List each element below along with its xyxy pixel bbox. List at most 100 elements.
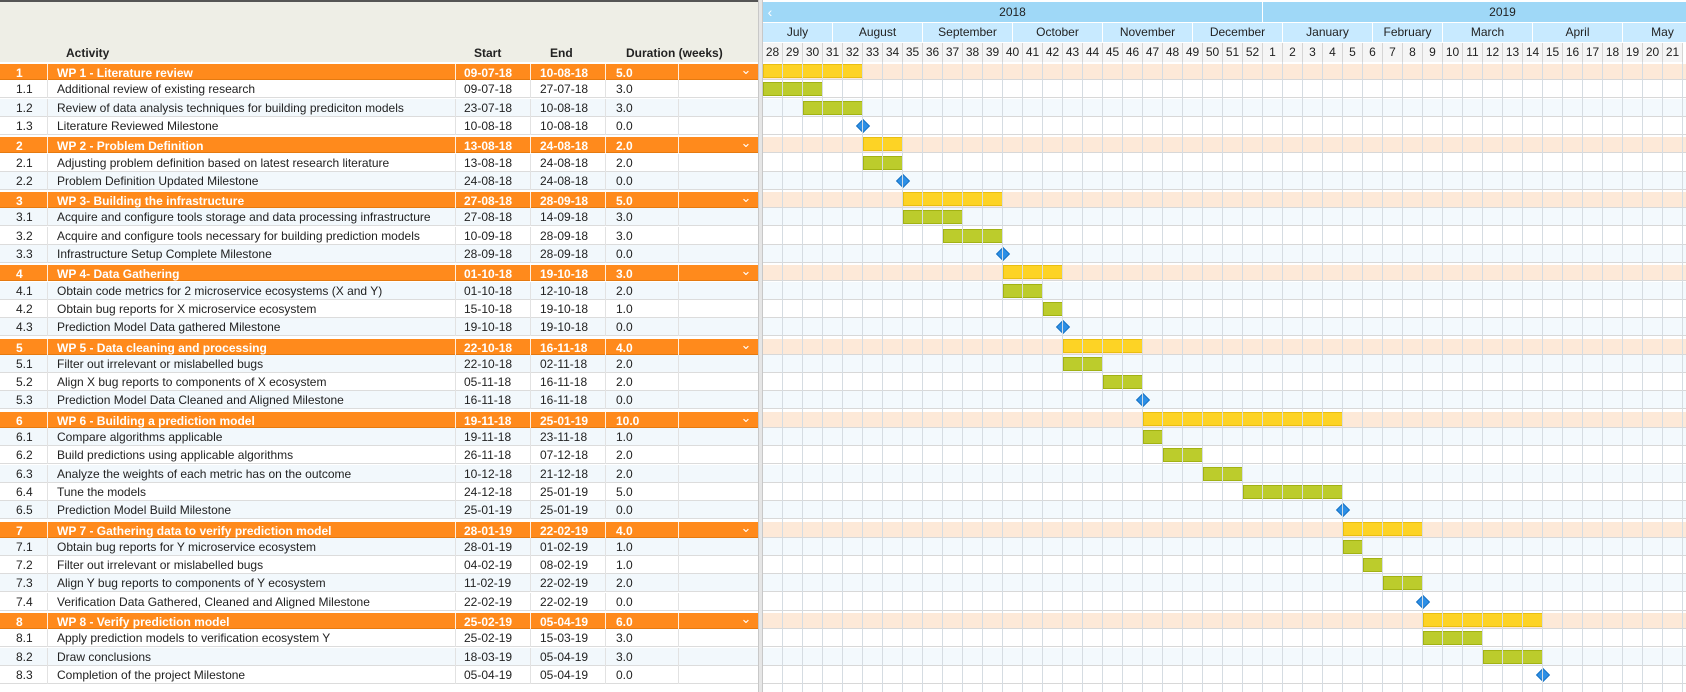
- task-row[interactable]: 5.1 Filter out irrelevant or mislabelled …: [0, 354, 758, 373]
- task-bar[interactable]: [1103, 375, 1143, 390]
- task-row[interactable]: 7.4 Verification Data Gathered, Cleaned a…: [0, 592, 758, 611]
- start-date-cell: 25-01-19: [464, 503, 513, 518]
- task-row[interactable]: 6.5 Prediction Model Build Milestone 25-01…: [0, 501, 758, 520]
- column-divider: [47, 592, 48, 611]
- column-divider: [605, 98, 606, 117]
- task-bar[interactable]: [1143, 430, 1163, 444]
- task-row[interactable]: 6.4 Tune the models 24-12-18 25-01-19 5.0: [0, 482, 758, 501]
- task-bar[interactable]: [863, 155, 903, 170]
- task-row[interactable]: 3.2 Acquire and configure tools necessary…: [0, 226, 758, 245]
- task-bar[interactable]: [1043, 301, 1063, 316]
- task-row[interactable]: 7.3 Align Y bug reports to components of …: [0, 574, 758, 593]
- pane-splitter[interactable]: [758, 0, 763, 692]
- task-row[interactable]: 1.2 Review of data analysis techniques fo…: [0, 98, 758, 117]
- duration-cell: 5.0: [616, 194, 633, 209]
- chevron-down-icon[interactable]: ⌄: [740, 62, 752, 77]
- work-package-row[interactable]: 2 WP 2 - Problem Definition 13-08-18 24-08-…: [0, 135, 758, 156]
- column-divider: [455, 338, 456, 357]
- task-bar[interactable]: [1203, 466, 1243, 481]
- work-package-row[interactable]: 1 WP 1 - Literature review 09-07-18 10-08-1…: [0, 62, 758, 82]
- work-package-row[interactable]: 3 WP 3- Building the infrastructure 27-08-…: [0, 190, 758, 211]
- end-date-cell: 21-12-18: [540, 466, 589, 481]
- task-bar[interactable]: [1383, 576, 1423, 591]
- work-package-bar[interactable]: [1003, 265, 1063, 280]
- task-row[interactable]: 5.3 Prediction Model Data Cleaned and Ali…: [0, 391, 758, 410]
- duration-cell: 6.0: [616, 615, 633, 629]
- task-bar[interactable]: [903, 210, 963, 225]
- week-gridline: [1222, 62, 1223, 692]
- task-row[interactable]: 8.1 Apply prediction models to verificati…: [0, 629, 758, 648]
- column-divider: [47, 665, 48, 684]
- task-row[interactable]: 1.1 Additional review of existing researc…: [0, 80, 758, 99]
- task-bar[interactable]: [1483, 649, 1543, 664]
- task-row[interactable]: 6.1 Compare algorithms applicable 19-11-18…: [0, 428, 758, 446]
- chevron-down-icon[interactable]: ⌄: [740, 336, 752, 352]
- work-package-bar[interactable]: [903, 192, 1003, 207]
- column-divider: [455, 98, 456, 117]
- work-package-row[interactable]: 5 WP 5 - Data cleaning and processing 22-1…: [0, 336, 758, 357]
- task-bar[interactable]: [803, 100, 863, 115]
- work-package-row[interactable]: 8 WP 8 - Verify prediction model 25-02-19 0…: [0, 611, 758, 631]
- timeline-row: [763, 593, 1686, 611]
- task-row[interactable]: 7.2 Filter out irrelevant or mislabelled …: [0, 556, 758, 575]
- task-bar[interactable]: [1423, 631, 1483, 646]
- end-date-cell: 07-12-18: [540, 448, 589, 463]
- task-row[interactable]: 4.1 Obtain code metrics for 2 microservic…: [0, 281, 758, 300]
- task-row[interactable]: 6.3 Analyze the weights of each metric ha…: [0, 464, 758, 483]
- task-row[interactable]: 8.3 Completion of the project Milestone 05…: [0, 665, 758, 684]
- task-bar[interactable]: [943, 228, 1003, 243]
- task-row[interactable]: 7.1 Obtain bug reports for Y microservice…: [0, 537, 758, 556]
- week-gridline: [1402, 62, 1403, 692]
- end-column-header[interactable]: End: [550, 46, 573, 60]
- work-package-bar[interactable]: [1063, 338, 1143, 353]
- work-package-bar[interactable]: [763, 64, 863, 78]
- week-number: 3: [1303, 43, 1323, 62]
- chevron-down-icon[interactable]: ⌄: [740, 611, 752, 626]
- work-package-row[interactable]: 7 WP 7 - Gathering data to verify predict…: [0, 519, 758, 540]
- start-column-header[interactable]: Start: [474, 46, 502, 60]
- timeline-row: [763, 245, 1686, 263]
- task-bar[interactable]: [1363, 558, 1383, 573]
- task-id-cell: 4.2: [16, 301, 33, 316]
- work-package-bar[interactable]: [1143, 411, 1343, 426]
- week-gridline: [1562, 62, 1563, 692]
- task-row[interactable]: 4.2 Obtain bug reports for X microservice…: [0, 299, 758, 318]
- task-row[interactable]: 4.3 Prediction Model Data gathered Milest…: [0, 318, 758, 337]
- task-row[interactable]: 6.2 Build predictions using applicable al…: [0, 446, 758, 465]
- week-gridline: [882, 62, 883, 692]
- chevron-left-icon[interactable]: ‹: [767, 4, 773, 20]
- task-row[interactable]: 2.2 Problem Definition Updated Milestone 2…: [0, 171, 758, 190]
- duration-column-header[interactable]: Duration (weeks): [626, 46, 723, 60]
- end-date-cell: 27-07-18: [540, 82, 589, 97]
- chevron-down-icon[interactable]: ⌄: [740, 519, 752, 535]
- task-name-cell: Apply prediction models to verification …: [57, 631, 331, 646]
- work-package-row[interactable]: 6 WP 6 - Building a prediction model 19-11…: [0, 409, 758, 430]
- task-bar[interactable]: [763, 82, 823, 97]
- task-bar[interactable]: [1243, 484, 1343, 499]
- table-header: Activity Start End Duration (weeks): [0, 0, 758, 62]
- column-divider: [678, 137, 679, 156]
- activity-column-header[interactable]: Activity: [66, 46, 110, 60]
- task-bar[interactable]: [1163, 448, 1203, 463]
- chevron-down-icon[interactable]: ⌄: [740, 135, 752, 151]
- task-row[interactable]: 5.2 Align X bug reports to components of …: [0, 373, 758, 392]
- week-gridline: [782, 62, 783, 692]
- task-bar[interactable]: [1343, 539, 1363, 554]
- task-row[interactable]: 8.2 Draw conclusions 18-03-19 05-04-19 3.0: [0, 647, 758, 666]
- task-row[interactable]: 3.1 Acquire and configure tools storage a…: [0, 208, 758, 227]
- task-row[interactable]: 1.3 Literature Reviewed Milestone 10-08-18…: [0, 116, 758, 135]
- column-divider: [678, 265, 679, 284]
- task-row[interactable]: 2.1 Adjusting problem definition based on…: [0, 153, 758, 172]
- work-package-bar[interactable]: [1343, 521, 1423, 536]
- work-package-row[interactable]: 4 WP 4- Data Gathering 01-10-18 19-10-18 3.0…: [0, 263, 758, 284]
- column-divider: [605, 338, 606, 357]
- chevron-down-icon[interactable]: ⌄: [740, 409, 752, 425]
- chevron-down-icon[interactable]: ⌄: [740, 190, 752, 206]
- work-package-bar[interactable]: [863, 137, 903, 152]
- task-row[interactable]: 3.3 Infrastructure Setup Complete Milesto…: [0, 245, 758, 263]
- work-package-bar[interactable]: [1423, 613, 1543, 627]
- task-bar[interactable]: [1003, 283, 1043, 298]
- chevron-down-icon[interactable]: ⌄: [740, 263, 752, 279]
- task-bar[interactable]: [1063, 356, 1103, 371]
- duration-cell: 2.0: [616, 356, 633, 371]
